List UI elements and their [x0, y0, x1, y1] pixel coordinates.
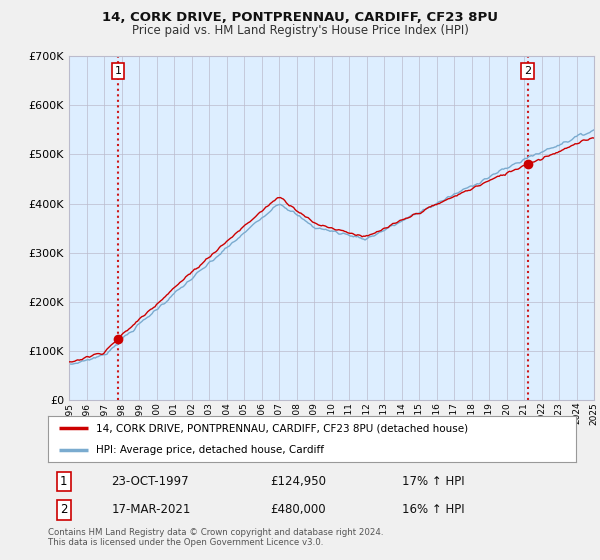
Text: 1: 1	[115, 66, 121, 76]
Text: 17% ↑ HPI: 17% ↑ HPI	[402, 475, 464, 488]
Text: £480,000: £480,000	[270, 503, 325, 516]
Text: Contains HM Land Registry data © Crown copyright and database right 2024.
This d: Contains HM Land Registry data © Crown c…	[48, 528, 383, 547]
Text: 1: 1	[60, 475, 68, 488]
Text: Price paid vs. HM Land Registry's House Price Index (HPI): Price paid vs. HM Land Registry's House …	[131, 24, 469, 36]
Text: 16% ↑ HPI: 16% ↑ HPI	[402, 503, 464, 516]
Text: HPI: Average price, detached house, Cardiff: HPI: Average price, detached house, Card…	[95, 445, 323, 455]
Text: 14, CORK DRIVE, PONTPRENNAU, CARDIFF, CF23 8PU (detached house): 14, CORK DRIVE, PONTPRENNAU, CARDIFF, CF…	[95, 423, 467, 433]
Text: 2: 2	[60, 503, 68, 516]
Text: 23-OCT-1997: 23-OCT-1997	[112, 475, 189, 488]
Text: 14, CORK DRIVE, PONTPRENNAU, CARDIFF, CF23 8PU: 14, CORK DRIVE, PONTPRENNAU, CARDIFF, CF…	[102, 11, 498, 24]
Text: £124,950: £124,950	[270, 475, 326, 488]
Text: 2: 2	[524, 66, 531, 76]
Text: 17-MAR-2021: 17-MAR-2021	[112, 503, 191, 516]
